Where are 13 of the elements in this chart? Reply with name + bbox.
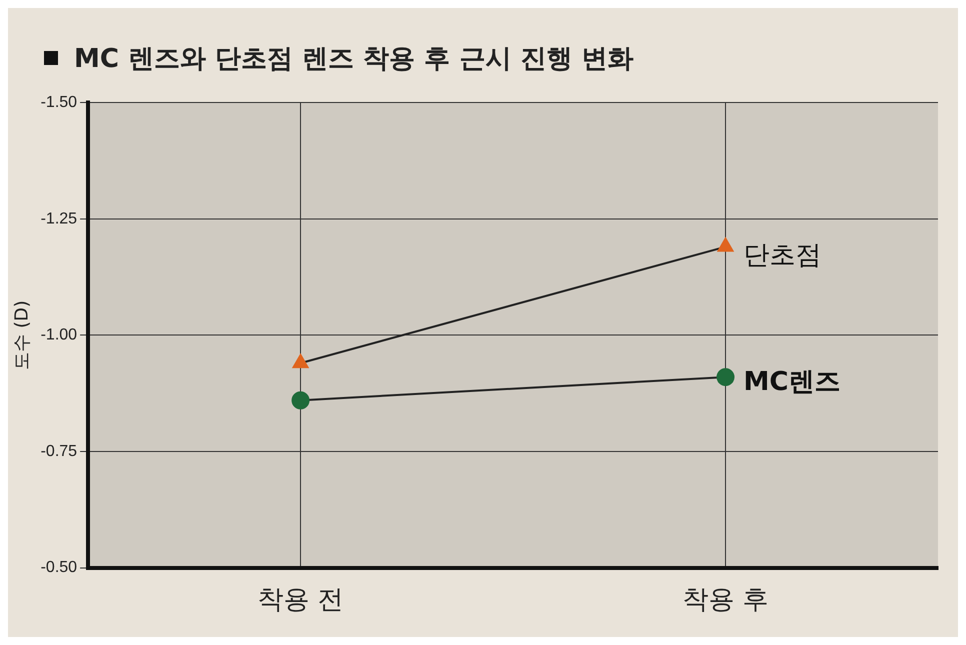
y-tick-label: -1.50 (40, 94, 78, 112)
y-tick-label: -1.25 (40, 210, 78, 228)
point (716, 368, 735, 386)
chart-title: MC 렌즈와 단초점 렌즈 착용 후 근시 진행 변화 (74, 42, 634, 76)
x-tick-label: 착용 전 (257, 585, 344, 616)
point (292, 391, 310, 410)
series-label: MC렌즈 (744, 366, 840, 397)
y-tick-label: -0.50 (40, 559, 78, 576)
y-tick-label: -0.75 (40, 442, 78, 460)
x-tick-label: 착용 후 (682, 585, 769, 616)
y-tick-label: -1.00 (40, 326, 78, 344)
y-axis-title: 도수 (D) (11, 300, 32, 370)
series-label: 단초점 (744, 240, 822, 271)
